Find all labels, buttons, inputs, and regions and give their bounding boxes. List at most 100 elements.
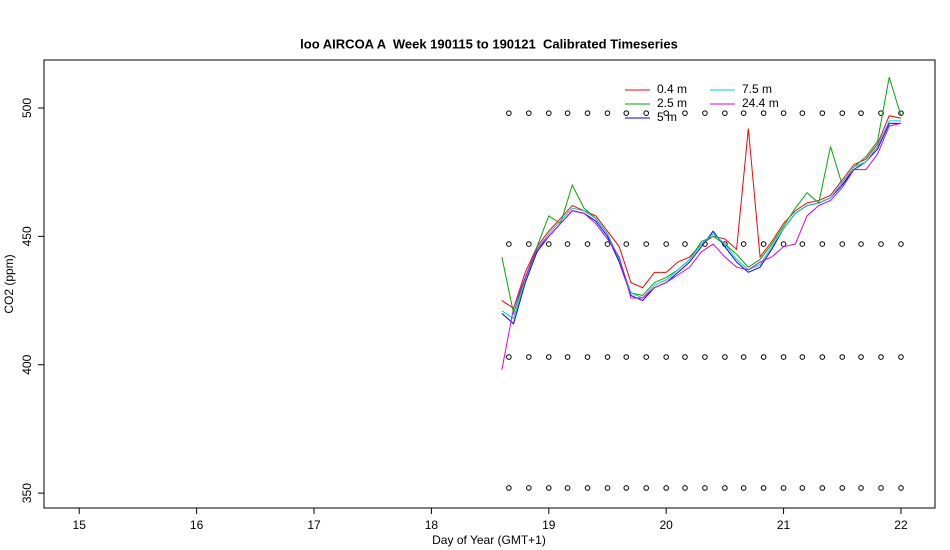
calibration-marker	[584, 110, 591, 116]
legend-label: 24.4 m	[742, 96, 779, 110]
calibration-marker	[858, 110, 864, 116]
calibration-marker	[545, 354, 552, 360]
calibration-marker	[623, 241, 630, 247]
calibration-marker	[564, 241, 571, 247]
calibration-marker	[682, 354, 688, 360]
x-axis-label: Day of Year (GMT+1)	[432, 533, 546, 547]
calibration-marker	[780, 354, 787, 360]
x-tick-label: 17	[307, 518, 321, 532]
calibration-marker	[858, 485, 864, 491]
x-tick-label: 21	[777, 518, 791, 532]
calibration-marker	[740, 110, 747, 116]
calibration-marker	[584, 485, 591, 491]
calibration-marker	[819, 354, 826, 360]
x-tick-label: 19	[542, 518, 556, 532]
calibration-marker	[663, 485, 669, 491]
calibration-marker	[740, 241, 747, 247]
calibration-marker	[858, 241, 864, 247]
y-tick-label: 400	[20, 354, 34, 374]
y-tick-label: 450	[20, 226, 34, 246]
calibration-marker	[643, 485, 650, 491]
calibration-marker	[526, 241, 532, 247]
calibration-marker	[506, 110, 512, 116]
calibration-marker	[780, 241, 787, 247]
calibration-marker	[506, 354, 512, 360]
calibration-marker	[898, 485, 904, 491]
calibration-marker	[682, 241, 688, 247]
calibration-marker	[623, 110, 630, 116]
calibration-marker	[564, 485, 571, 491]
plot-frame	[43, 59, 936, 509]
legend-label: 5 m	[657, 110, 677, 124]
calibration-marker	[799, 485, 806, 491]
calibration-marker	[819, 485, 826, 491]
calibration-marker	[663, 241, 669, 247]
calibration-marker	[643, 110, 650, 116]
calibration-marker	[682, 485, 688, 491]
calibration-marker	[526, 110, 532, 116]
calibration-marker	[702, 485, 708, 491]
calibration-marker	[740, 485, 747, 491]
calibration-marker	[780, 485, 787, 491]
calibration-marker	[584, 354, 591, 360]
calibration-marker	[604, 110, 611, 116]
calibration-marker	[584, 241, 591, 247]
calibration-marker	[545, 110, 552, 116]
calibration-marker	[799, 354, 806, 360]
legend-label: 2.5 m	[657, 96, 687, 110]
calibration-marker	[526, 485, 532, 491]
calibration-marker	[564, 354, 571, 360]
calibration-marker	[623, 354, 630, 360]
calibration-marker	[760, 354, 767, 360]
legend-label: 7.5 m	[742, 82, 772, 96]
calibration-marker	[760, 110, 767, 116]
calibration-marker	[898, 241, 904, 247]
calibration-marker	[760, 241, 767, 247]
calibration-marker	[878, 241, 884, 247]
calibration-marker	[623, 485, 630, 491]
series-line	[501, 115, 902, 310]
x-tick-label: 22	[894, 518, 908, 532]
calibration-marker	[702, 110, 708, 116]
calibration-marker	[722, 354, 728, 360]
calibration-marker	[545, 241, 552, 247]
calibration-marker	[819, 241, 826, 247]
calibration-marker	[506, 485, 512, 491]
calibration-marker	[780, 110, 787, 116]
calibration-marker	[506, 241, 512, 247]
series-line	[501, 122, 902, 370]
calibration-marker	[858, 354, 864, 360]
calibration-marker	[722, 110, 728, 116]
calibration-marker	[545, 485, 552, 491]
calibration-marker	[643, 354, 650, 360]
calibration-marker	[663, 354, 669, 360]
x-tick-label: 18	[425, 518, 439, 532]
calibration-marker	[564, 110, 571, 116]
x-tick-label: 15	[73, 518, 87, 532]
series-line	[501, 122, 901, 325]
y-axis-label: CO2 (ppm)	[2, 254, 16, 313]
x-tick-label: 20	[659, 518, 673, 532]
calibration-marker	[799, 241, 806, 247]
chart-title: loo AIRCOA A Week 190115 to 190121 Calib…	[300, 36, 678, 51]
series-line	[501, 77, 902, 316]
calibration-marker	[604, 485, 611, 491]
calibration-marker	[878, 110, 884, 116]
calibration-marker	[878, 485, 884, 491]
calibration-marker	[663, 110, 669, 116]
calibration-marker	[526, 354, 532, 360]
calibration-marker	[740, 354, 747, 360]
series-line	[501, 120, 901, 320]
y-tick-label: 500	[20, 98, 34, 118]
calibration-marker	[799, 110, 806, 116]
calibration-marker	[839, 485, 846, 491]
calibration-marker	[839, 354, 846, 360]
calibration-marker	[898, 354, 904, 360]
calibration-marker	[682, 110, 688, 116]
legend-label: 0.4 m	[657, 82, 687, 96]
calibration-marker	[839, 110, 846, 116]
calibration-marker	[819, 110, 826, 116]
calibration-marker	[604, 354, 611, 360]
